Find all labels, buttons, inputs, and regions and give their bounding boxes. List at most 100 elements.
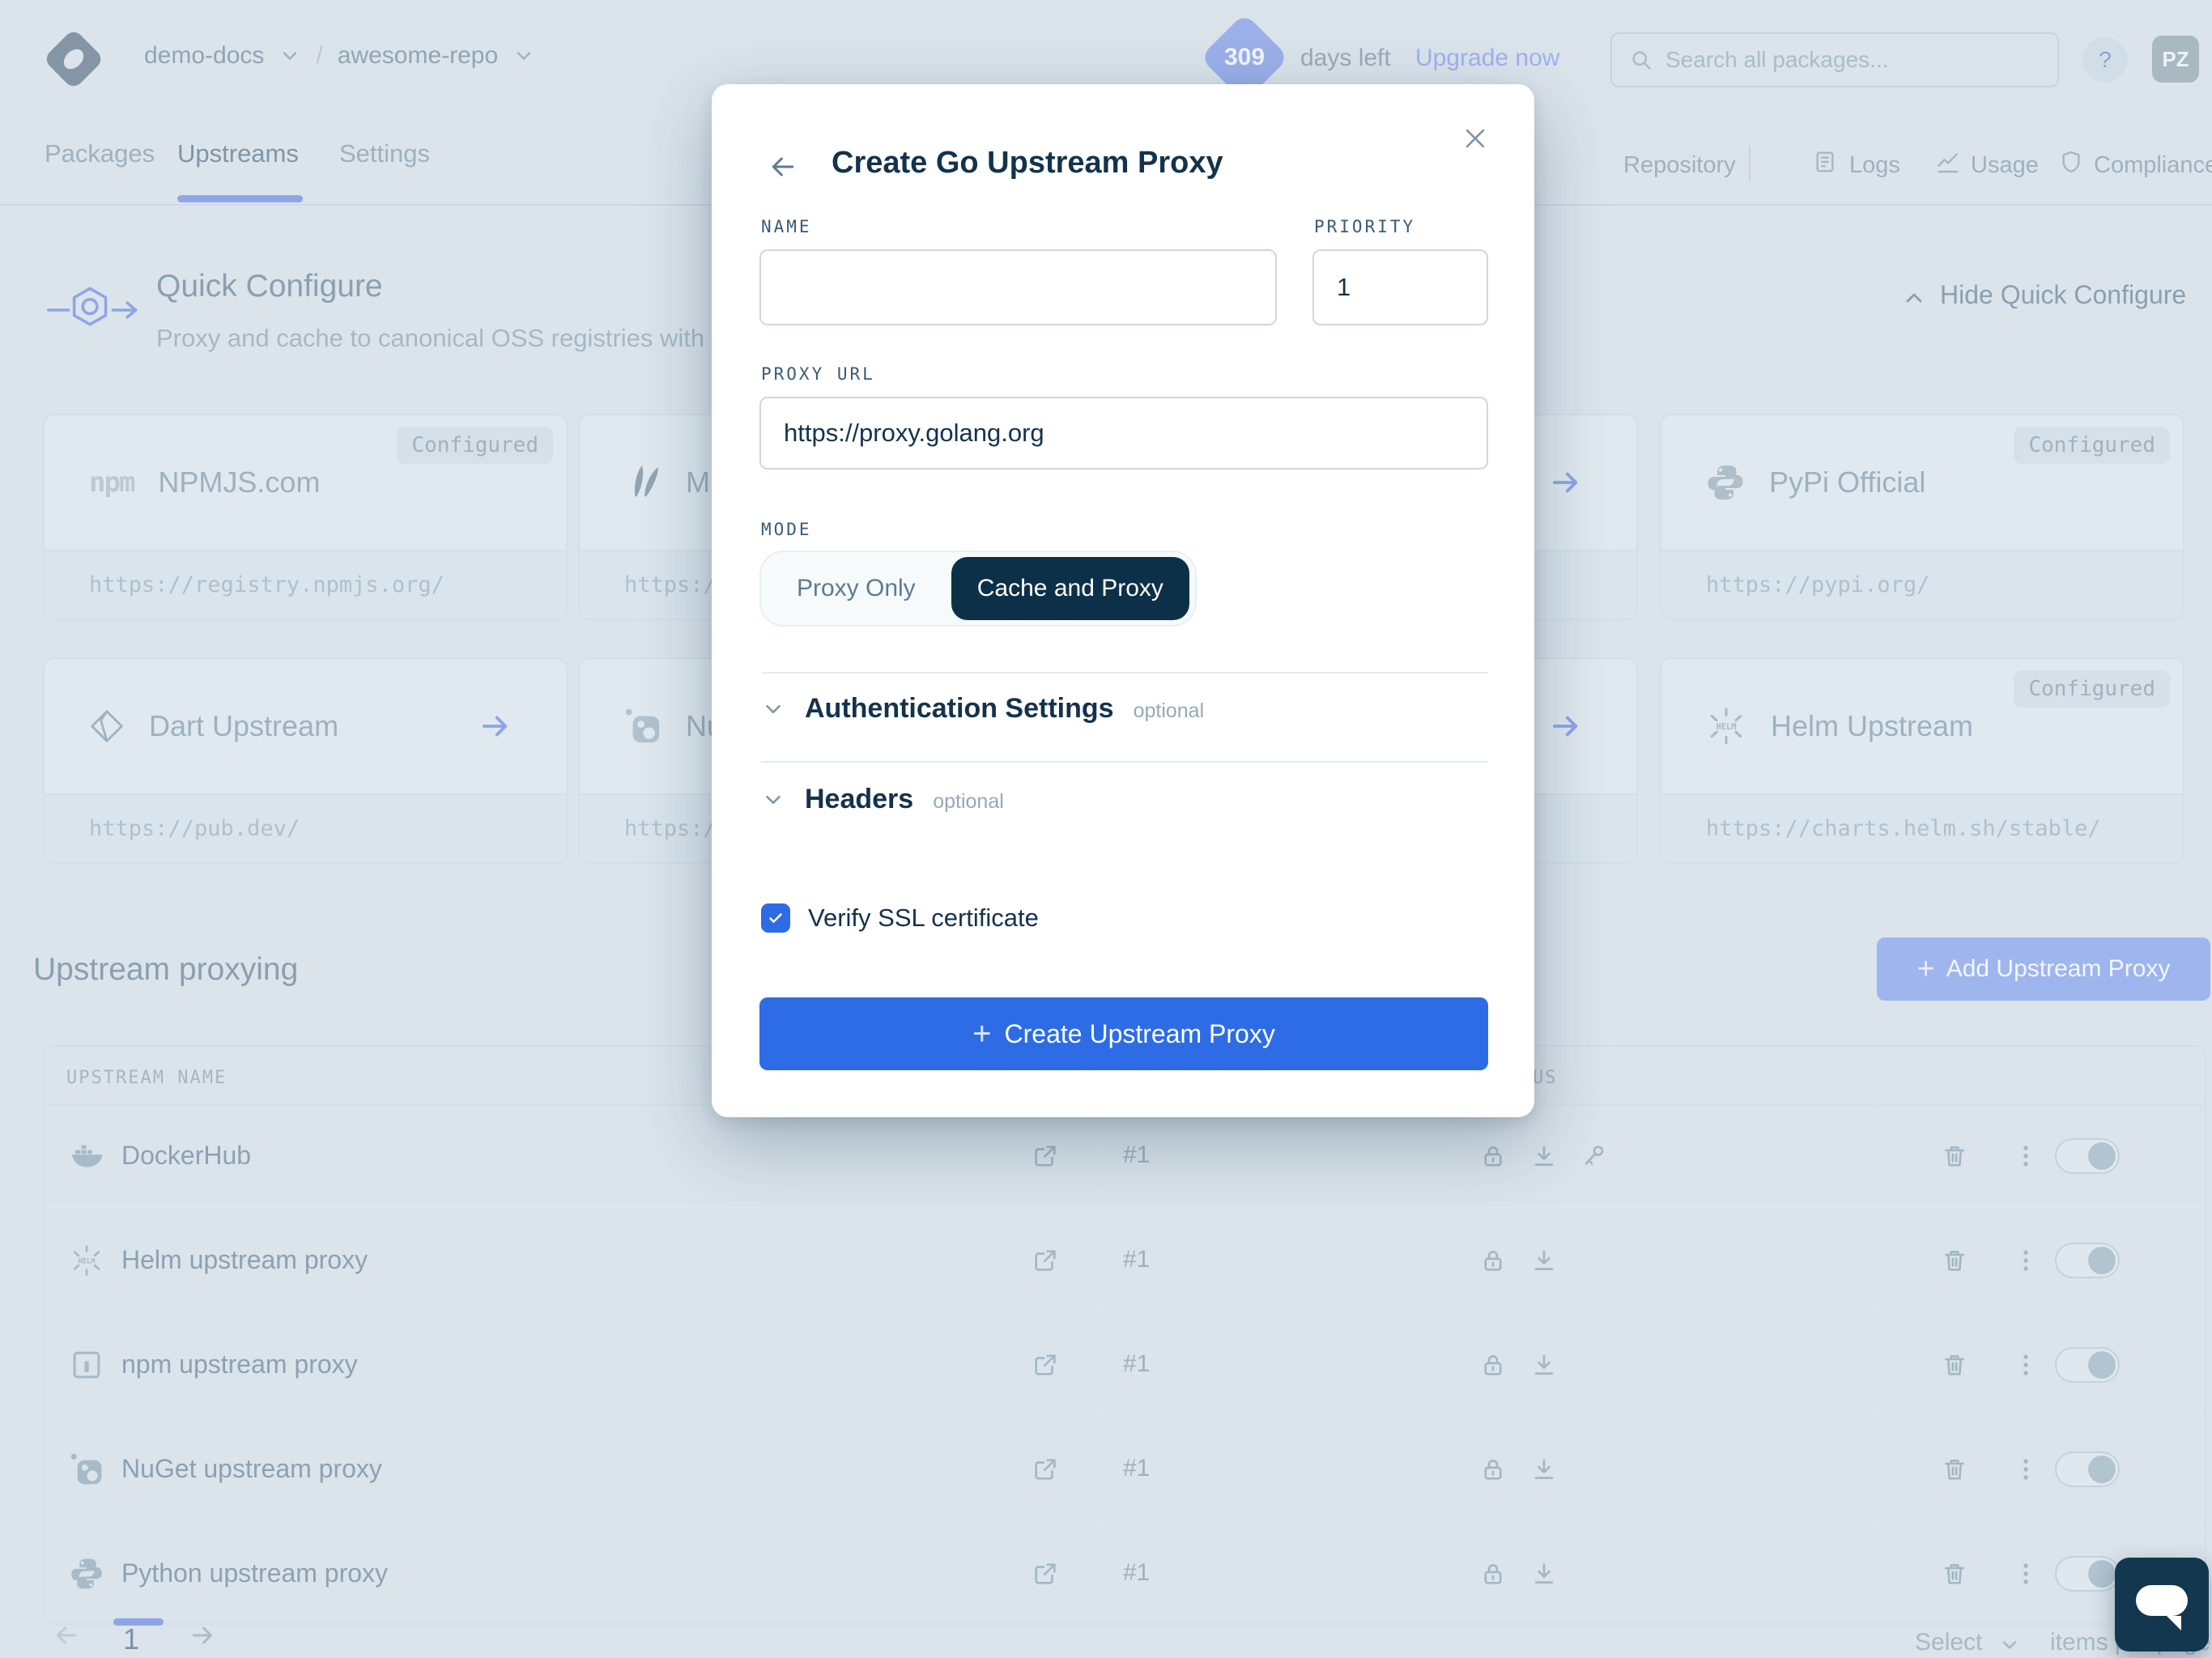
download-icon[interactable] <box>1530 1247 1558 1274</box>
org-dropdown[interactable]: demo-docs <box>144 42 265 69</box>
enabled-toggle[interactable] <box>2055 1452 2120 1487</box>
kebab-menu-icon[interactable] <box>2012 1142 2040 1170</box>
card-helm[interactable]: HELM Helm Upstream Configured https://ch… <box>1660 657 2184 864</box>
close-icon[interactable] <box>1461 125 1489 152</box>
upstreams-table: UPSTREAM NAME STATUS DockerHub #1 HELM H… <box>43 1045 2206 1625</box>
back-arrow-icon[interactable] <box>767 151 799 183</box>
table-row[interactable]: DockerHub #1 <box>45 1103 2205 1208</box>
table-row[interactable]: HELM Helm upstream proxy #1 <box>45 1208 2205 1312</box>
chevron-up-icon[interactable] <box>1901 285 1927 311</box>
create-upstream-proxy-button[interactable]: + Create Upstream Proxy <box>759 997 1488 1070</box>
priority-value: #1 <box>1123 1141 1151 1168</box>
add-upstream-proxy-button[interactable]: + Add Upstream Proxy <box>1877 937 2210 1001</box>
next-page-icon[interactable] <box>188 1621 217 1650</box>
authentication-settings-accordion[interactable]: Authentication Settings optional <box>761 693 1204 725</box>
help-button[interactable]: ? <box>2082 37 2128 83</box>
enabled-toggle[interactable] <box>2055 1138 2120 1174</box>
npm-icon: npm <box>89 466 135 499</box>
lock-icon[interactable] <box>1479 1142 1507 1170</box>
enabled-toggle[interactable] <box>2055 1556 2120 1592</box>
chevron-down-icon[interactable] <box>1998 1634 2021 1656</box>
app-logo[interactable] <box>42 28 105 91</box>
name-field[interactable] <box>759 249 1277 325</box>
search-input[interactable] <box>1665 47 2014 73</box>
card-pypi[interactable]: PyPi Official Configured https://pypi.or… <box>1660 414 2184 620</box>
items-per-page-select[interactable]: Select <box>1915 1629 1983 1656</box>
table-row[interactable]: NuGet upstream proxy #1 <box>45 1417 2205 1521</box>
external-link-icon[interactable] <box>1032 1247 1059 1274</box>
plus-icon: + <box>972 1015 992 1052</box>
chat-widget-button[interactable] <box>2115 1558 2209 1652</box>
upgrade-now-link[interactable]: Upgrade now <box>1415 45 1560 71</box>
table-row[interactable]: Python upstream proxy #1 <box>45 1521 2205 1626</box>
tab-settings[interactable]: Settings <box>339 139 431 168</box>
tab-packages[interactable]: Packages <box>45 139 155 168</box>
nav-logs[interactable]: Logs <box>1849 152 1900 178</box>
horizontal-scrollbar[interactable] <box>113 1618 164 1626</box>
nav-divider <box>1749 146 1750 181</box>
priority-value: #1 <box>1123 1559 1151 1586</box>
external-link-icon[interactable] <box>1032 1560 1059 1588</box>
kebab-menu-icon[interactable] <box>2012 1456 2040 1483</box>
usage-icon[interactable] <box>1935 151 1961 176</box>
prev-page-icon[interactable] <box>52 1621 81 1650</box>
card-dart[interactable]: Dart Upstream https://pub.dev/ <box>43 657 568 864</box>
download-icon[interactable] <box>1530 1351 1558 1379</box>
enabled-toggle[interactable] <box>2055 1347 2120 1383</box>
external-link-icon[interactable] <box>1032 1351 1059 1379</box>
external-link-icon[interactable] <box>1032 1142 1059 1170</box>
arrow-right-icon[interactable] <box>479 709 513 743</box>
table-column-divider <box>1872 1103 1874 1623</box>
svg-text:HELM: HELM <box>1716 722 1736 732</box>
download-icon[interactable] <box>1530 1560 1558 1588</box>
chevron-down-icon[interactable] <box>279 45 301 67</box>
card-title: Dart Upstream <box>149 709 339 742</box>
kebab-menu-icon[interactable] <box>2012 1247 2040 1274</box>
lock-icon[interactable] <box>1479 1247 1507 1274</box>
hide-quick-configure-link[interactable]: Hide Quick Configure <box>1940 280 2187 309</box>
mode-option-cache-and-proxy[interactable]: Cache and Proxy <box>951 557 1189 620</box>
trash-icon[interactable] <box>1941 1456 1968 1483</box>
nuget-icon <box>624 708 661 745</box>
table-row[interactable]: npm upstream proxy #1 <box>45 1312 2205 1417</box>
key-icon[interactable] <box>1580 1142 1608 1170</box>
compliance-icon[interactable] <box>2058 149 2084 175</box>
search-bar[interactable] <box>1610 32 2059 87</box>
feather-icon <box>624 464 661 501</box>
lock-icon[interactable] <box>1479 1456 1507 1483</box>
repo-dropdown[interactable]: awesome-repo <box>337 42 499 69</box>
download-icon[interactable] <box>1530 1142 1558 1170</box>
tab-upstreams[interactable]: Upstreams <box>177 139 299 168</box>
trash-icon[interactable] <box>1941 1247 1968 1274</box>
download-icon[interactable] <box>1530 1456 1558 1483</box>
trash-icon[interactable] <box>1941 1351 1968 1379</box>
page-number[interactable]: 1 <box>123 1622 140 1656</box>
external-link-icon[interactable] <box>1032 1456 1059 1483</box>
kebab-menu-icon[interactable] <box>2012 1560 2040 1588</box>
arrow-right-icon[interactable] <box>1549 709 1583 743</box>
arrow-right-icon[interactable] <box>1549 466 1583 500</box>
kebab-menu-icon[interactable] <box>2012 1351 2040 1379</box>
verify-ssl-checkbox[interactable] <box>761 903 790 933</box>
nav-compliance[interactable]: Compliance <box>2094 152 2212 178</box>
enabled-toggle[interactable] <box>2055 1243 2120 1278</box>
mode-label: MODE <box>761 520 812 539</box>
card-npmjs[interactable]: npm NPMJS.com Configured https://registr… <box>43 414 568 620</box>
proxy-url-field[interactable] <box>759 397 1488 470</box>
nav-repository[interactable]: Repository <box>1623 152 1736 178</box>
docker-icon <box>70 1139 104 1173</box>
headers-title: Headers <box>805 784 914 814</box>
nav-usage[interactable]: Usage <box>1971 152 2039 178</box>
logs-icon[interactable] <box>1812 149 1838 175</box>
priority-field[interactable] <box>1312 249 1488 325</box>
mode-option-proxy-only[interactable]: Proxy Only <box>796 575 916 602</box>
lock-icon[interactable] <box>1479 1351 1507 1379</box>
trash-icon[interactable] <box>1941 1560 1968 1588</box>
chevron-down-icon[interactable] <box>513 45 535 67</box>
avatar[interactable]: PZ <box>2152 36 2199 83</box>
headers-accordion[interactable]: Headers optional <box>761 784 1004 815</box>
card-url: https://pypi.org/ <box>1661 550 2183 619</box>
lock-icon[interactable] <box>1479 1560 1507 1588</box>
trash-icon[interactable] <box>1941 1142 1968 1170</box>
upstream-name: npm upstream proxy <box>121 1350 358 1379</box>
